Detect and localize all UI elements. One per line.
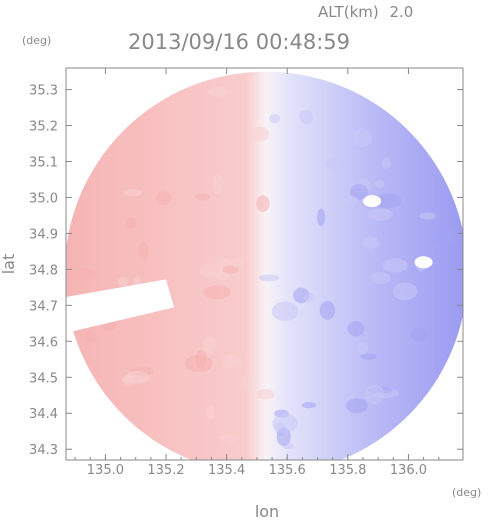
y-tick-label: 34.5	[29, 371, 58, 386]
velocity-cell	[373, 193, 402, 209]
velocity-cell	[317, 208, 326, 227]
y-tick-label: 34.3	[29, 443, 58, 458]
velocity-cell	[419, 212, 436, 220]
velocity-cell	[219, 434, 241, 442]
y-tick-label: 35.3	[29, 84, 58, 99]
y-unit-label: (deg)	[22, 34, 51, 47]
chart-title: 2013/09/16 00:48:59	[128, 30, 350, 54]
velocity-cell	[392, 282, 418, 301]
x-tick-label: 135.8	[329, 463, 366, 478]
y-tick-label: 35.2	[29, 120, 58, 135]
velocity-cell	[203, 285, 231, 300]
y-tick-label: 35.0	[29, 191, 58, 206]
velocity-cell	[230, 257, 246, 269]
altitude-label: ALT(km)	[318, 3, 379, 21]
velocity-cell	[362, 236, 380, 250]
velocity-cell	[256, 388, 275, 400]
velocity-cell	[212, 173, 224, 194]
velocity-cell	[138, 241, 149, 261]
velocity-cell	[155, 191, 172, 205]
velocity-cell	[271, 301, 299, 322]
velocity-cell	[299, 110, 313, 125]
coverage-disc	[66, 71, 463, 460]
velocity-cell	[345, 398, 368, 414]
x-tick-label: 135.6	[269, 463, 306, 478]
velocity-cell	[367, 208, 393, 221]
velocity-cell	[256, 195, 270, 212]
x-tick-label: 135.2	[147, 463, 184, 478]
no-echo-gaps	[66, 195, 433, 333]
velocity-cell	[258, 274, 280, 282]
x-tick-label: 135.4	[208, 463, 245, 478]
velocity-cell	[303, 292, 316, 304]
no-echo-gap-east-gap-2	[414, 256, 433, 269]
velocity-cell	[410, 327, 428, 342]
svg-text:ALT(km) 2.0: ALT(km) 2.0	[318, 3, 413, 21]
plot-frame	[65, 67, 464, 461]
velocity-cell	[272, 413, 298, 434]
velocity-field	[66, 71, 463, 460]
no-echo-gap-east-gap-1	[363, 195, 382, 208]
velocity-cell	[364, 384, 385, 405]
velocity-cell	[345, 195, 359, 206]
velocity-cell	[250, 126, 270, 142]
velocity-cell	[301, 402, 317, 409]
velocity-cell	[325, 159, 343, 169]
velocity-cell	[123, 188, 142, 197]
no-echo-gap-west-wedge	[66, 279, 175, 333]
velocity-cell	[360, 353, 377, 360]
velocity-cell	[202, 336, 217, 354]
velocity-cell	[347, 320, 365, 337]
velocity-cell	[73, 268, 95, 281]
velocity-cell	[208, 86, 229, 97]
velocity-cell	[370, 271, 391, 285]
velocity-cell	[222, 353, 242, 368]
velocity-cell	[194, 193, 211, 201]
velocity-cell	[319, 300, 336, 320]
velocity-cell	[222, 265, 239, 275]
velocity-cell	[382, 258, 408, 273]
y-tick-label: 35.1	[29, 156, 58, 171]
y-tick-label: 34.8	[29, 263, 58, 278]
velocity-cell	[184, 354, 213, 373]
velocity-cell	[84, 331, 97, 344]
x-axis: 135.0 135.2 135.4 135.6 135.8 136.0	[74, 68, 440, 478]
velocity-cell	[214, 257, 233, 267]
velocity-cell	[374, 179, 385, 189]
velocity-cell	[239, 375, 252, 392]
y-tick-label: 34.9	[29, 227, 58, 242]
y-axis-label: lat	[0, 254, 18, 275]
altitude-value: 2.0	[390, 3, 414, 21]
y-tick-label: 34.6	[29, 335, 58, 350]
x-tick-label: 136.0	[390, 463, 427, 478]
velocity-cell	[356, 341, 369, 354]
velocity-cell	[269, 114, 281, 124]
y-tick-label: 34.7	[29, 299, 58, 314]
velocity-cell	[350, 184, 369, 200]
y-axis: 34.3 34.4 34.5 34.6 34.7 34.8 34.9 35.0 35.1 35.2…	[29, 84, 463, 458]
velocity-cell	[206, 405, 216, 421]
y-tick-label: 34.4	[29, 407, 58, 422]
velocity-cell	[433, 228, 460, 245]
x-tick-label: 135.0	[87, 463, 124, 478]
x-axis-label: lon	[255, 502, 279, 521]
velocity-cell	[117, 276, 129, 287]
velocity-cell	[125, 217, 137, 229]
velocity-cell	[381, 157, 391, 170]
x-unit-label: (deg)	[452, 486, 481, 499]
velocity-cell	[352, 128, 372, 148]
plot-area	[66, 71, 463, 460]
velocity-cell	[122, 374, 134, 385]
